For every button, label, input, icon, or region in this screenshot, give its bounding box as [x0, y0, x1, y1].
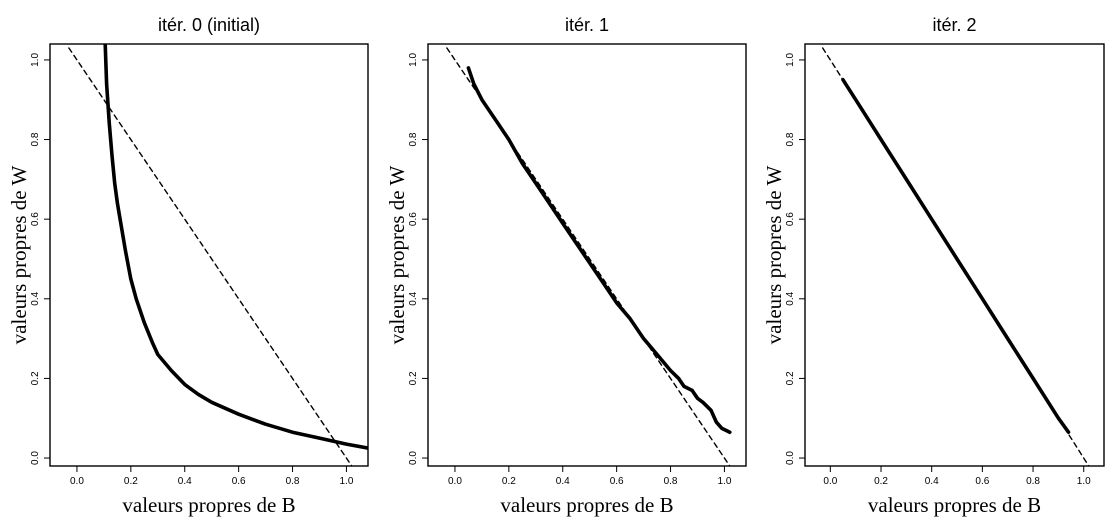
y-axis-label: valeurs propres de W	[7, 166, 31, 345]
x-axis-label: valeurs propres de B	[500, 493, 673, 517]
x-tick-label: 1.0	[1077, 476, 1091, 487]
y-tick-label: 0.8	[785, 132, 796, 146]
y-tick-label: 0.4	[30, 291, 41, 305]
reference-line-dashed	[446, 47, 731, 466]
y-tick-label: 1.0	[30, 53, 41, 67]
x-tick-label: 0.8	[1026, 476, 1040, 487]
y-tick-label: 0.2	[785, 371, 796, 385]
x-tick-label: 0.2	[874, 476, 888, 487]
panel-iteration-2: itér. 2 valeurs propres de B valeurs pro…	[762, 15, 1105, 517]
x-tick-label: 0.4	[925, 476, 939, 487]
y-axis-label: valeurs propres de W	[762, 166, 786, 345]
y-tick-label: 1.0	[408, 53, 419, 67]
x-tick-label: 0.0	[823, 476, 837, 487]
panel-iteration-1: itér. 1 valeurs propres de B valeurs pro…	[385, 15, 747, 517]
eigenvalue-curve	[103, 44, 368, 450]
y-tick-label: 0.8	[30, 132, 41, 146]
x-tick-label: 0.6	[232, 476, 246, 487]
y-tick-label: 0.6	[30, 212, 41, 226]
y-tick-label: 0.0	[30, 451, 41, 465]
panel-title: itér. 2	[932, 15, 976, 35]
panel-title: itér. 0 (initial)	[158, 15, 260, 35]
x-tick-label: 0.4	[556, 476, 570, 487]
eigenvalue-curve	[466, 66, 732, 435]
y-tick-label: 0.8	[408, 132, 419, 146]
plot-frame	[427, 43, 747, 467]
plot-frame	[49, 43, 369, 467]
x-tick-label: 0.4	[178, 476, 192, 487]
x-tick-label: 0.0	[70, 476, 84, 487]
plot-frame	[804, 43, 1105, 467]
x-tick-label: 0.6	[975, 476, 989, 487]
y-tick-label: 0.2	[30, 371, 41, 385]
x-tick-label: 0.6	[610, 476, 624, 487]
x-tick-label: 0.2	[124, 476, 138, 487]
y-tick-label: 0.4	[785, 291, 796, 305]
x-axis-label: valeurs propres de B	[122, 493, 295, 517]
panel-iteration-0: itér. 0 (initial) valeurs propres de B v…	[7, 15, 369, 517]
panel-title: itér. 1	[565, 15, 609, 35]
x-tick-label: 0.8	[664, 476, 678, 487]
y-tick-label: 1.0	[785, 53, 796, 67]
x-axis-label: valeurs propres de B	[868, 493, 1041, 517]
y-tick-label: 0.0	[408, 451, 419, 465]
x-tick-label: 0.0	[448, 476, 462, 487]
y-tick-label: 0.4	[408, 291, 419, 305]
y-axis-label: valeurs propres de W	[385, 166, 409, 345]
y-tick-label: 0.0	[785, 451, 796, 465]
x-tick-label: 1.0	[717, 476, 731, 487]
reference-line-dashed	[822, 47, 1090, 466]
x-tick-label: 0.2	[502, 476, 516, 487]
reference-line-dashed	[68, 47, 353, 466]
x-tick-label: 0.8	[286, 476, 300, 487]
x-tick-label: 1.0	[339, 476, 353, 487]
y-tick-label: 0.2	[408, 371, 419, 385]
y-tick-label: 0.6	[785, 212, 796, 226]
y-tick-label: 0.6	[408, 212, 419, 226]
